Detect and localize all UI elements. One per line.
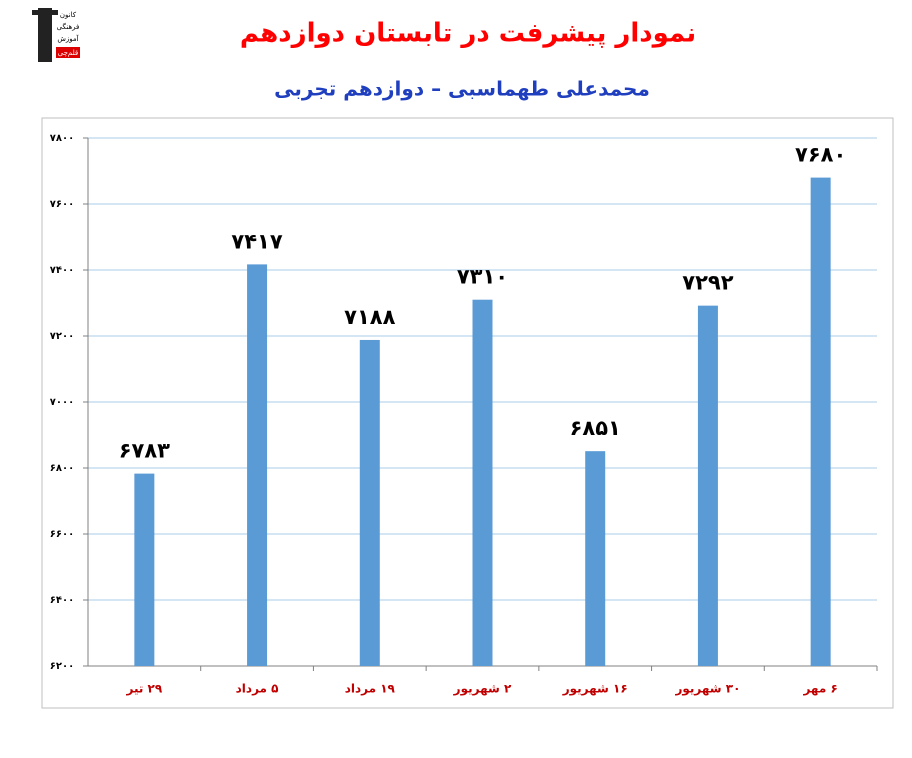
chart-frame [41,117,894,709]
x-tick-label: ۶ مهر [802,682,837,696]
bar [359,339,380,666]
bar [472,299,493,666]
logo-text: قلم‌چی [58,49,78,57]
y-tick-label: ۶۲۰۰ [50,661,74,672]
y-tick-label: ۶۶۰۰ [50,529,74,540]
x-tick-label: ۱۹ مرداد [345,682,396,696]
value-label: ۷۴۱۷ [231,229,282,253]
y-tick-label: ۷۴۰۰ [50,265,74,276]
y-tick-label: ۶۴۰۰ [50,595,74,606]
logo-text: کانون [60,11,77,19]
bar [247,264,268,666]
bar [134,473,155,666]
value-label: ۷۱۸۸ [344,305,395,329]
logo-badge [56,47,80,58]
y-tick-label: ۷۶۰۰ [50,199,74,210]
bar [585,451,606,666]
y-tick-label: ۷۰۰۰ [50,397,74,408]
y-tick-label: ۷۲۰۰ [50,331,74,342]
logo-cap [32,10,58,15]
bar [697,305,718,666]
x-tick-label: ۱۶ شهریور [562,682,628,697]
x-tick-label: ۳۰ شهریور [674,682,740,697]
x-tick-label: ۲ شهریور [453,682,512,697]
chart-title: نمودار پیشرفت در تابستان دوازدهم [240,19,696,49]
y-tick-label: ۷۸۰۰ [50,133,74,144]
value-label: ۶۷۸۳ [119,439,170,463]
value-label: ۶۸۵۱ [570,416,621,440]
x-tick-label: ۵ مرداد [236,682,279,696]
logo: کانون فرهنگی آموزش قلم‌چی [32,8,80,62]
x-tick-label: ۲۹ تیر [126,682,163,696]
logo-text: آموزش [57,34,79,43]
y-tick-label: ۶۸۰۰ [50,463,74,474]
chart-subtitle: محمدعلی طهماسبی – دوازدهم تجربی [274,77,650,101]
logo-text: فرهنگی [57,22,80,31]
value-label: ۷۶۸۰ [795,143,846,167]
logo-figure [38,8,52,62]
bar [810,177,831,666]
value-label: ۷۲۹۲ [682,271,733,295]
value-label: ۷۳۱۰ [457,265,508,289]
